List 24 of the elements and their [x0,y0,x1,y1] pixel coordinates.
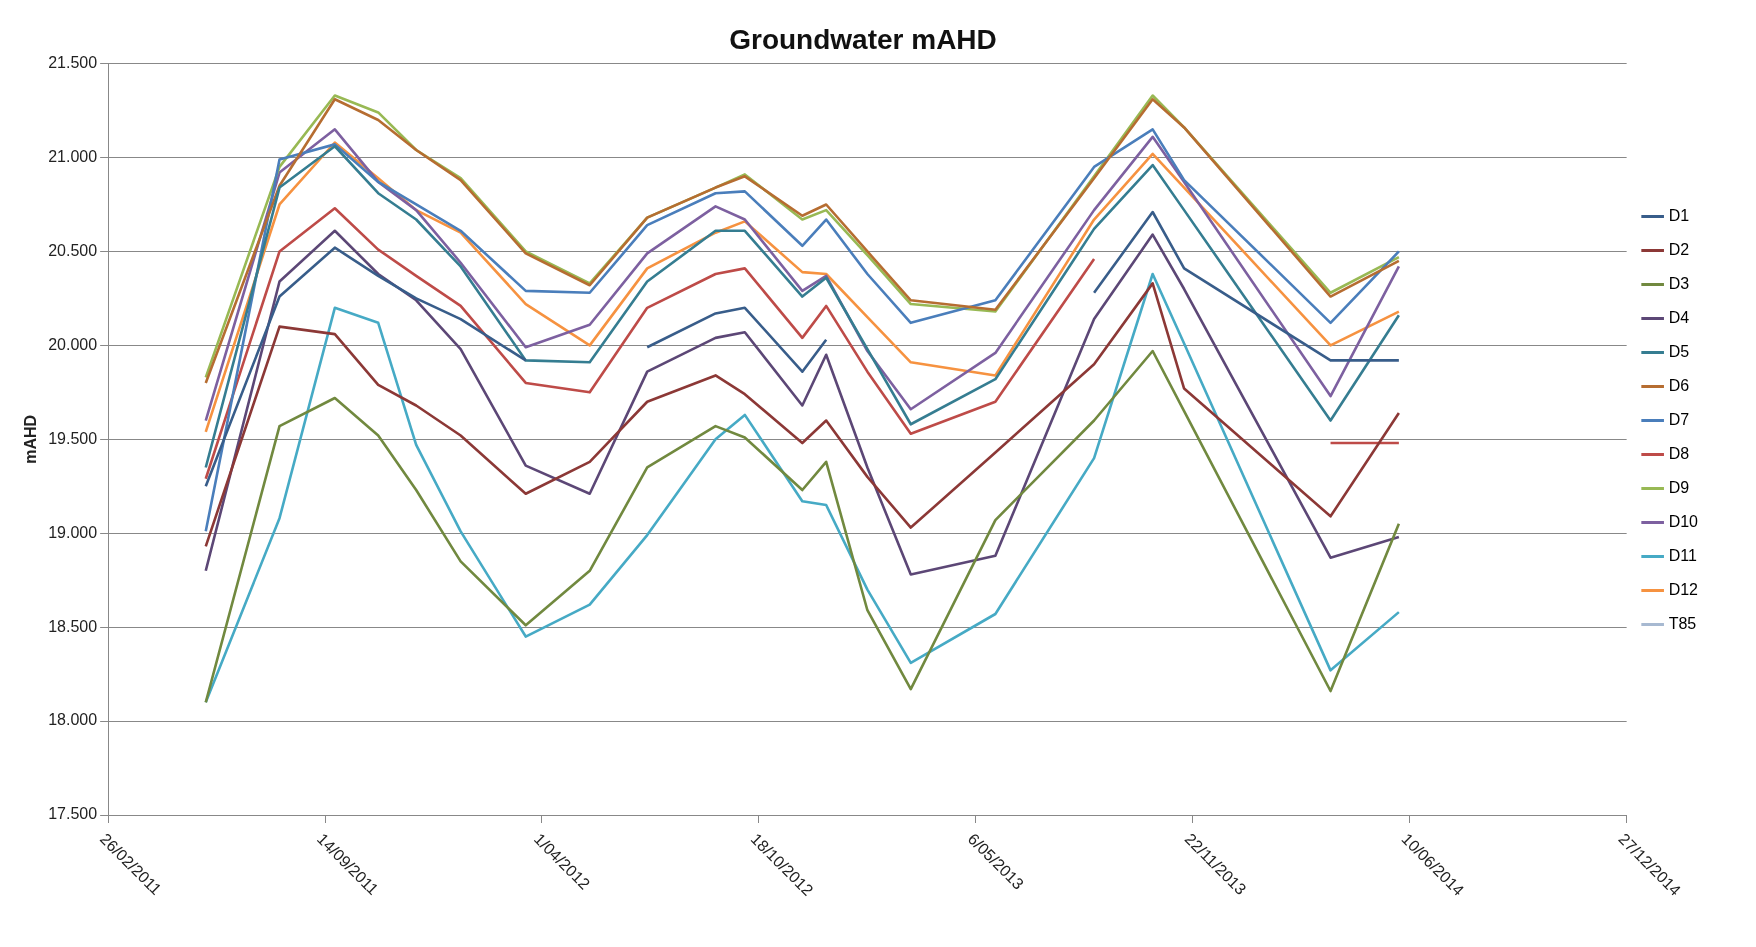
y-axis-title: mAHD [22,414,40,464]
legend-label: D1 [1668,206,1690,224]
legend-label: D12 [1668,580,1699,598]
legend-label: D9 [1668,478,1690,496]
legend-label: D6 [1668,376,1690,394]
y-tick-label: 21.000 [48,147,98,165]
legend-label: D10 [1668,512,1699,530]
legend-label: D7 [1668,410,1690,428]
y-tick-label: 17.500 [48,805,98,823]
y-tick-label: 18.500 [48,617,98,635]
chart-title: Groundwater mAHD [729,23,997,55]
legend-label: D2 [1668,240,1690,258]
legend-label: D11 [1668,546,1697,564]
legend-label: T85 [1668,614,1697,632]
y-tick-label: 20.500 [48,241,98,259]
y-tick-label: 18.000 [48,711,98,729]
legend-label: D8 [1668,444,1690,462]
y-tick-label: 21.500 [48,54,98,72]
y-tick-label: 19.000 [48,523,98,541]
legend-label: D4 [1668,308,1690,326]
y-tick-label: 19.500 [48,429,98,447]
y-tick-label: 20.000 [48,335,98,353]
legend-label: D5 [1668,342,1690,360]
legend-label: D3 [1668,274,1690,292]
